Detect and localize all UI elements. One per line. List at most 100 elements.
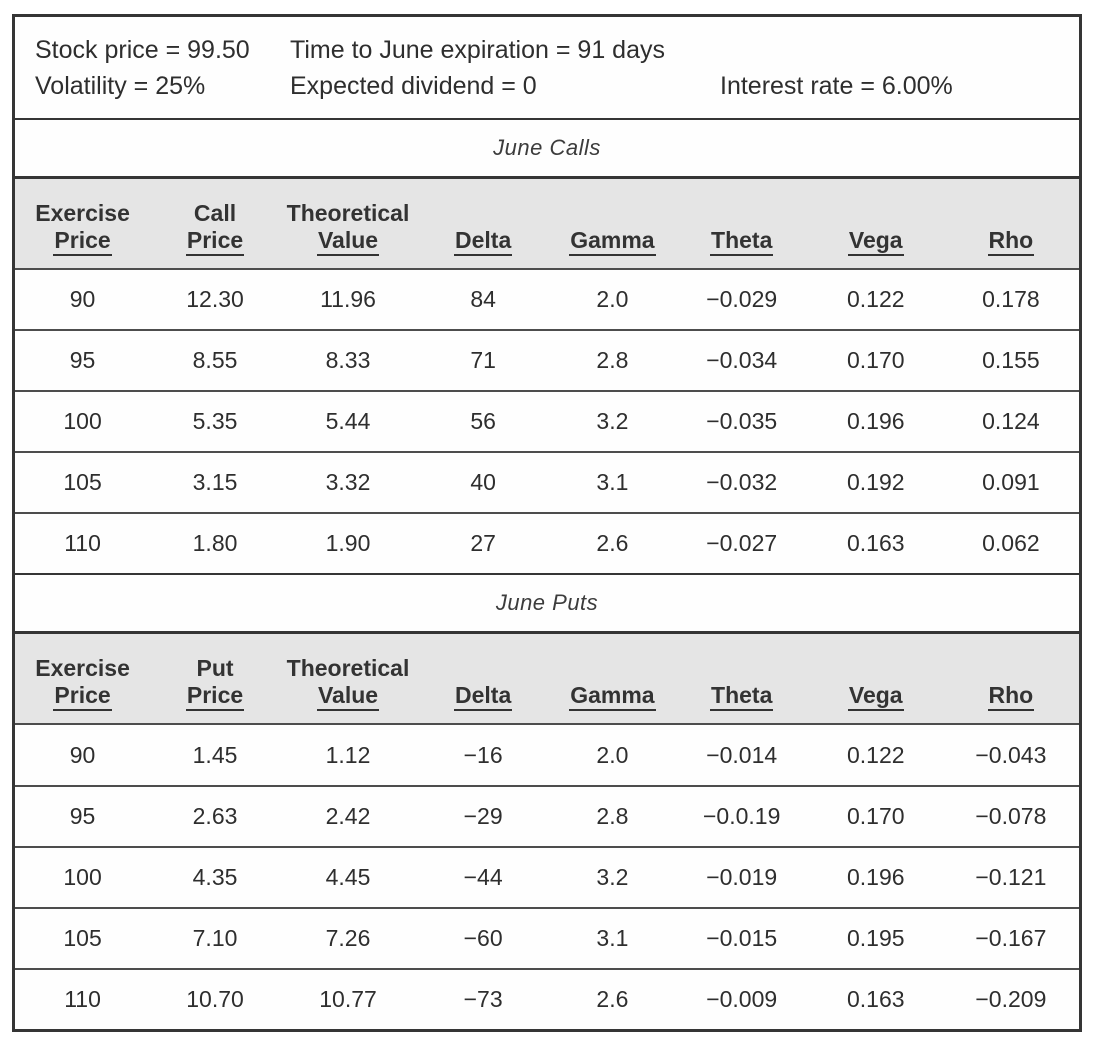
table-cell: 2.6 (596, 985, 629, 1012)
table-cell: 0.155 (982, 347, 1040, 374)
table-cell: 0.122 (846, 286, 905, 313)
column-header: Call Price (150, 179, 280, 268)
table-cell: 8.33 (325, 347, 371, 374)
table-cell: 0.192 (846, 469, 905, 496)
table-row: 95 2.63 2.42 −29 2.8 −0.0.19 0.170 −0.078 (15, 784, 1079, 846)
table-cell: 40 (470, 469, 496, 496)
table-cell: 1.45 (192, 741, 238, 768)
parameters-column-2: Time to June expiration = 91 days Expect… (290, 32, 720, 118)
table-cell: −60 (463, 924, 503, 951)
column-header-top-line: Put (196, 655, 234, 682)
column-header-label: Vega (847, 227, 904, 256)
table-cell: −0.167 (975, 924, 1047, 951)
table-sections: June Calls Exercise Price Call Price Theoreti… (15, 118, 1079, 1029)
table-cell: 71 (470, 347, 496, 374)
column-header: Gamma (550, 179, 674, 268)
column-header-top-line: Theoretical (286, 655, 410, 682)
table-cell: −0.032 (706, 469, 778, 496)
spacer (720, 32, 1079, 68)
time-to-expiration-label: Time to June expiration = 91 days (290, 36, 665, 64)
expected-dividend-label: Expected dividend = 0 (290, 72, 537, 100)
table-cell: 0.170 (846, 802, 905, 829)
table-cell: −0.014 (706, 741, 778, 768)
column-header-label: Rho (987, 227, 1035, 256)
table-cell: 2.8 (596, 802, 629, 829)
table-cell: 0.163 (846, 530, 905, 557)
column-header-label: Value (316, 227, 380, 256)
table-cell: −0.034 (706, 347, 778, 374)
parameters-column-1: Stock price = 99.50 Volatility = 25% (35, 32, 290, 118)
table-cell: 1.12 (325, 741, 371, 768)
table-cell: 0.196 (846, 408, 905, 435)
column-header-top-line: Theoretical (286, 200, 410, 226)
column-header-label: Price (185, 227, 245, 256)
column-header-label: Delta (454, 227, 513, 256)
parameters-column-3: Interest rate = 6.00% (720, 32, 1079, 118)
column-header: Theoretical Value (280, 179, 416, 268)
table-cell: −0.0.19 (702, 802, 781, 829)
table-cell: 3.15 (192, 469, 238, 496)
table-cell: 8.55 (192, 347, 238, 374)
table-row: 100 5.35 5.44 56 3.2 −0.035 0.196 0.124 (15, 390, 1079, 451)
table-cell: 0.062 (982, 530, 1040, 557)
table-cell: 100 (63, 863, 102, 890)
column-header-label: Price (53, 227, 112, 256)
table-cell: 3.32 (325, 469, 371, 496)
table-cell: 110 (64, 985, 101, 1012)
table-header-row: Exercise Price Call Price Theoretical Value De… (15, 176, 1079, 268)
column-header-label: Value (316, 682, 380, 712)
table-cell: 27 (470, 530, 496, 557)
volatility-label: Volatility = 25% (35, 72, 206, 100)
column-header-label: Rho (987, 682, 1035, 712)
table-row: 90 1.45 1.12 −16 2.0 −0.014 0.122 −0.043 (15, 723, 1079, 784)
column-header-label: Theta (710, 682, 774, 712)
table-cell: 95 (69, 802, 96, 829)
table-row: 100 4.35 4.45 −44 3.2 −0.019 0.196 −0.121 (15, 845, 1079, 907)
column-header-top-line: Exercise (35, 200, 130, 226)
table-cell: 3.2 (596, 408, 629, 435)
table-row: 105 7.10 7.26 −60 3.1 −0.015 0.195 −0.167 (15, 906, 1079, 968)
column-header: Theta (675, 634, 809, 723)
table-cell: 0.124 (982, 408, 1040, 435)
table-cell: −0.019 (706, 863, 778, 890)
table-cell: −73 (463, 985, 503, 1012)
table-cell: 0.122 (846, 741, 905, 768)
table-cell: 110 (64, 530, 101, 557)
column-header: Gamma (550, 634, 674, 723)
column-header: Rho (943, 634, 1079, 723)
table-cell: 2.6 (596, 530, 629, 557)
column-header: Theta (675, 179, 809, 268)
table-row: 105 3.15 3.32 40 3.1 −0.032 0.192 0.091 (15, 451, 1079, 512)
column-header: Exercise Price (15, 179, 150, 268)
table-cell: 4.35 (192, 863, 238, 890)
table-cell: 10.77 (319, 985, 377, 1012)
table-cell: 0.178 (982, 286, 1040, 313)
column-header-label: Price (185, 682, 245, 712)
table-row: 90 12.30 11.96 84 2.0 −0.029 0.122 0.178 (15, 268, 1079, 329)
table-cell: −0.029 (706, 286, 778, 313)
table-cell: 10.70 (186, 985, 244, 1012)
table-cell: −16 (463, 741, 503, 768)
table-cell: 56 (470, 408, 496, 435)
table-cell: 2.0 (596, 741, 629, 768)
table-cell: 90 (69, 741, 96, 768)
table-cell: 0.195 (846, 924, 905, 951)
table-cell: −29 (463, 802, 503, 829)
table-row: 110 1.80 1.90 27 2.6 −0.027 0.163 0.062 (15, 512, 1079, 573)
column-header-label: Gamma (569, 682, 656, 712)
table-cell: 100 (63, 408, 102, 435)
options-valuation-table: Stock price = 99.50 Volatility = 25% Tim… (12, 14, 1082, 1032)
column-header: Delta (416, 179, 550, 268)
table-row: 110 10.70 10.77 −73 2.6 −0.009 0.163 −0.209 (15, 967, 1079, 1029)
column-header-label: Theta (710, 227, 774, 256)
table-cell: 11.96 (320, 286, 376, 313)
table-cell: 0.163 (846, 985, 905, 1012)
table-cell: 105 (63, 924, 102, 951)
table-cell: 5.35 (192, 408, 238, 435)
table-cell: 2.0 (596, 286, 629, 313)
table-cell: 1.90 (325, 530, 371, 557)
table-cell: −0.027 (706, 530, 778, 557)
section-title: June Puts (15, 573, 1079, 631)
table-cell: 0.091 (982, 469, 1040, 496)
column-header: Vega (809, 634, 943, 723)
